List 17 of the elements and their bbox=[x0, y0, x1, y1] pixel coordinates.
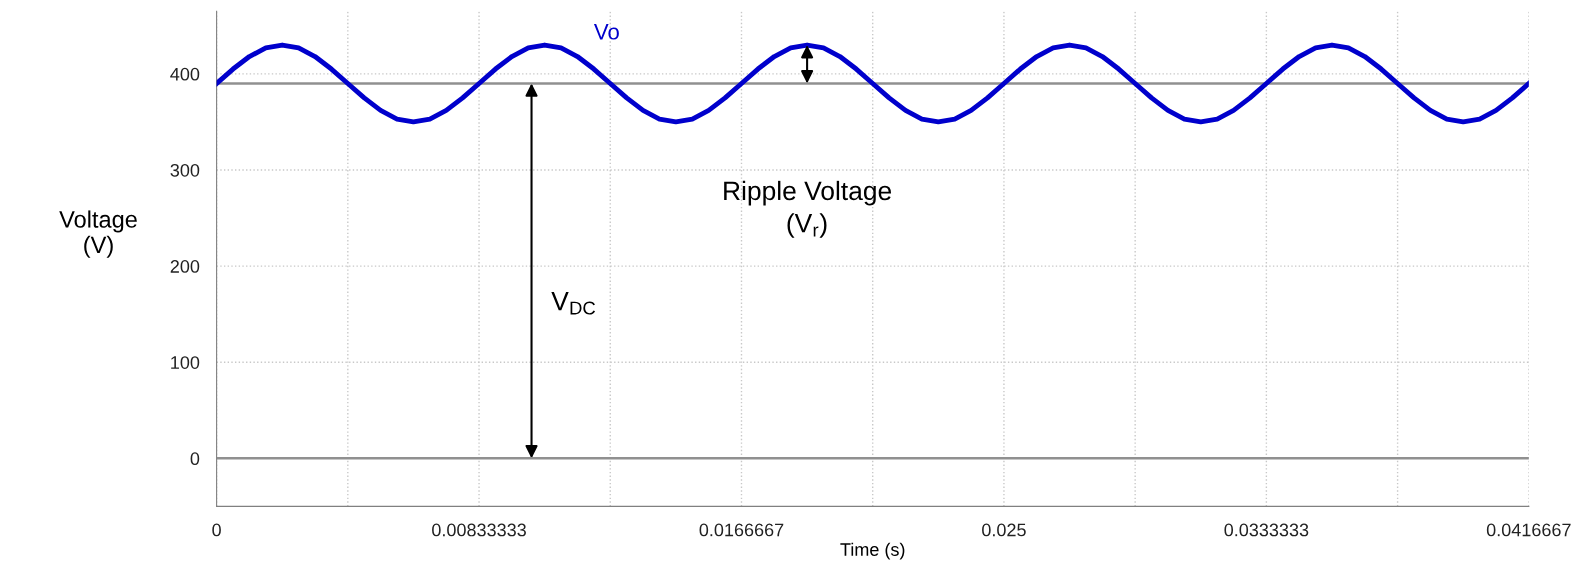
y-tick-label: 400 bbox=[170, 67, 200, 81]
x-tick-label: 0.0166667 bbox=[699, 523, 784, 537]
y-axis-title: Voltage (V) bbox=[59, 210, 137, 258]
y-tick-label: 200 bbox=[170, 260, 200, 273]
y-tick-label: 100 bbox=[171, 356, 200, 369]
y-tick-label: 300 bbox=[170, 163, 200, 177]
x-tick-label: 0.00833333 bbox=[432, 523, 526, 537]
x-tick-label: 0 bbox=[212, 523, 221, 537]
x-tick-label: 0.0333333 bbox=[1224, 523, 1309, 537]
x-tick-label: 0.025 bbox=[982, 523, 1026, 537]
x-tick-label: 0.0416667 bbox=[1486, 523, 1571, 537]
annotation: V$_{DC}$ bbox=[551, 292, 596, 315]
line-series bbox=[216, 42, 1529, 125]
y-tick-label: 0 bbox=[190, 452, 200, 466]
x-axis-title: Time (s) bbox=[840, 542, 905, 560]
annotation: Ripple Voltage (V$_{r}$) bbox=[724, 180, 892, 238]
series-label: Vo bbox=[593, 24, 619, 40]
